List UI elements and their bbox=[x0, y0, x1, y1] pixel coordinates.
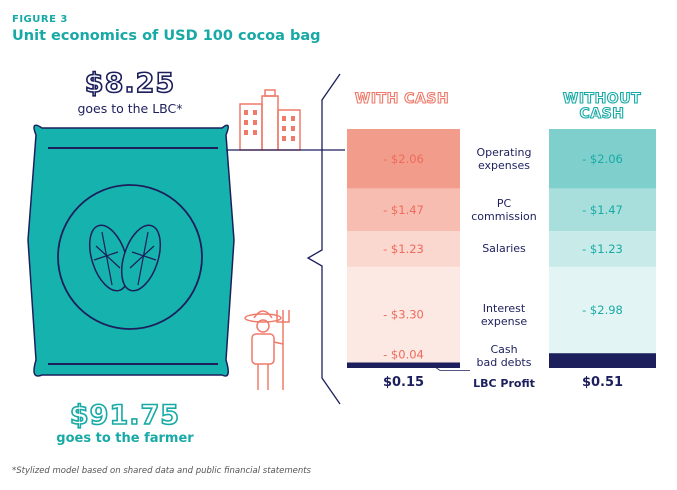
segment-value-label: - $2.06 bbox=[582, 152, 623, 166]
category-label: PC commission bbox=[471, 196, 537, 223]
building-icon bbox=[239, 89, 301, 151]
lbc-text: goes to the LBC* bbox=[77, 101, 183, 116]
figure-title: Unit economics of USD 100 cocoa bag bbox=[12, 28, 321, 44]
segment-value-label: - $1.23 bbox=[582, 242, 623, 256]
header-with-cash-label: WITH CASH bbox=[354, 91, 450, 107]
bar-segment bbox=[549, 129, 656, 189]
farmer-icon bbox=[244, 310, 290, 390]
category-label: LBC Profit bbox=[473, 377, 535, 390]
bar-segment bbox=[347, 231, 460, 267]
header-without-cash: WITHOUT CASH bbox=[548, 91, 656, 122]
segment-value-label: - $3.30 bbox=[383, 308, 424, 322]
bar-segment bbox=[549, 266, 656, 354]
bar-segment bbox=[549, 231, 656, 267]
category-label: Operating expenses bbox=[476, 145, 532, 172]
segment-value-label: - $0.04 bbox=[383, 347, 424, 361]
bar-segment bbox=[347, 188, 460, 232]
bar-segment bbox=[347, 362, 460, 365]
bar-segment bbox=[347, 266, 460, 363]
category-label: Salaries bbox=[482, 242, 526, 256]
farmer-amount: $91.75 bbox=[69, 399, 181, 432]
profit-value: $0.15 bbox=[382, 375, 425, 390]
segment-value-label: - $1.47 bbox=[383, 203, 424, 217]
farmer-text: goes to the farmer bbox=[56, 431, 194, 446]
bar-segment bbox=[347, 129, 460, 189]
segment-value-label: - $2.06 bbox=[383, 152, 424, 166]
segment-value-label: - $1.23 bbox=[383, 242, 424, 256]
profit-value: $0.51 bbox=[581, 375, 624, 390]
header-with-cash: WITH CASH bbox=[345, 91, 459, 107]
footnote: *Stylized model based on shared data and… bbox=[12, 466, 311, 476]
bar-segment-profit bbox=[347, 363, 460, 368]
bar-segment bbox=[549, 188, 656, 232]
lbc-amount: $8.25 bbox=[84, 67, 176, 100]
header-without-cash-label: WITHOUT CASH bbox=[562, 91, 642, 122]
segment-value-label: - $2.98 bbox=[582, 303, 623, 317]
brace bbox=[306, 73, 341, 405]
cocoa-pod-icon bbox=[88, 224, 162, 292]
leader-line bbox=[429, 363, 470, 371]
figure-label: FIGURE 3 bbox=[12, 14, 68, 25]
category-label: Interest expense bbox=[480, 301, 528, 328]
bar-segment-profit bbox=[549, 353, 656, 368]
category-label: Cash bad debts bbox=[476, 343, 532, 370]
segment-value-label: - $1.47 bbox=[582, 203, 623, 217]
